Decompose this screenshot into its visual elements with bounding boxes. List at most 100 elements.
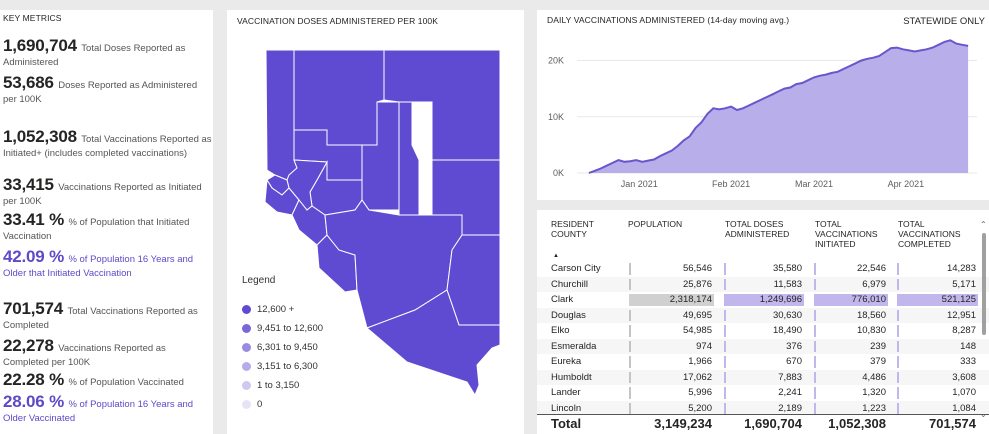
county-eureka[interactable] <box>398 101 420 216</box>
cell-databar <box>897 309 899 321</box>
col-header-county[interactable]: RESIDENT COUNTY <box>551 219 594 239</box>
chart-title: DAILY VACCINATIONS ADMINISTERED (14-day … <box>547 15 789 25</box>
legend-label: 12,600 + <box>257 304 295 315</box>
county-washoe[interactable] <box>265 49 298 181</box>
metric-desc: % of Population Vaccinated <box>68 377 184 388</box>
table-row[interactable]: Humboldt 17,062 7,883 4,486 3,608 <box>537 369 989 385</box>
legend-item: 0 <box>242 395 323 414</box>
metric-desc: Vaccinations Reported as Completed per 1… <box>3 343 166 368</box>
cell-doses: 35,580 <box>772 263 802 274</box>
cell-initiated: 239 <box>870 340 886 352</box>
nevada-county-map[interactable] <box>227 10 524 434</box>
cell-databar <box>897 278 899 290</box>
cell-population: 25,876 <box>682 278 712 290</box>
map-title: VACCINATION DOSES ADMINISTERED PER 100K <box>237 16 439 26</box>
county-clark[interactable] <box>366 289 501 397</box>
cell-completed: 333 <box>960 356 976 367</box>
metric-value: 28.06 % <box>3 392 64 411</box>
county-table-panel: RESIDENT COUNTY POPULATION TOTAL DOSES A… <box>537 210 989 434</box>
metric-value: 33.41 % <box>3 210 64 229</box>
table-row[interactable]: Elko 54,985 18,490 10,830 8,287 <box>537 323 989 339</box>
totals-completed: 701,574 <box>929 416 976 431</box>
cell-databar <box>724 325 726 337</box>
county-lincoln[interactable] <box>446 234 501 326</box>
sort-ascending-icon[interactable]: ▲ <box>553 253 559 259</box>
cell-county: Humboldt <box>551 371 592 383</box>
cell-completed: 521,125 <box>941 294 976 305</box>
cell-population: 5,200 <box>688 402 712 414</box>
metric-desc: Vaccinations Reported as Initiated per 1… <box>3 182 202 207</box>
x-tick-label: Mar 2021 <box>795 179 833 189</box>
cell-county: Eureka <box>551 356 582 367</box>
table-row[interactable]: Churchill 25,876 11,583 6,979 5,171 <box>537 276 989 292</box>
legend-swatch <box>242 400 251 409</box>
y-tick-label: 10K <box>548 112 564 122</box>
x-tick-label: Feb 2021 <box>712 179 750 189</box>
cell-databar <box>724 263 727 275</box>
table-row[interactable]: Lincoln 5,200 2,189 1,223 1,084 <box>537 400 989 414</box>
legend-item: 6,301 to 9,450 <box>242 338 323 357</box>
metric-desc: Total Doses Reported as Administered <box>3 43 186 68</box>
col-header-completed[interactable]: TOTAL VACCINATIONS COMPLETED <box>898 219 961 249</box>
cell-doses: 670 <box>786 356 802 367</box>
col-header-initiated[interactable]: TOTAL VACCINATIONS INITIATED <box>815 219 878 249</box>
daily-vaccinations-chart[interactable]: 0K 10K 20K Jan 2021 Feb 2021 Mar 2021 Apr 2021 <box>537 10 989 200</box>
cell-doses: 2,189 <box>778 402 802 414</box>
cell-population: 2,318,174 <box>669 294 712 305</box>
cell-completed: 1,084 <box>952 402 976 414</box>
legend-label: 1 to 3,150 <box>257 380 300 391</box>
cell-databar <box>629 371 631 383</box>
key-metrics-panel: KEY METRICS 1,690,704 Total Doses Report… <box>0 10 213 434</box>
totals-label: Total <box>551 416 582 431</box>
metric-desc: % of Population 16 Years and Older that … <box>3 254 194 279</box>
county-elko[interactable] <box>383 49 501 161</box>
table-row[interactable]: Eureka 1,966 670 379 333 <box>537 354 989 370</box>
table-scrollbar[interactable]: ⌃ ⌄ <box>980 220 987 420</box>
table-row[interactable]: Lander 5,996 2,241 1,320 1,070 <box>537 385 989 401</box>
cell-doses: 30,630 <box>772 309 802 321</box>
cell-initiated: 22,546 <box>856 263 886 274</box>
y-tick-label: 0K <box>553 168 564 178</box>
table-row[interactable]: Esmeralda 974 376 239 148 <box>537 338 989 354</box>
cell-databar <box>814 356 816 368</box>
cell-databar <box>629 356 631 368</box>
scrollbar-thumb[interactable] <box>982 233 986 335</box>
legend-label: 9,451 to 12,600 <box>257 323 324 334</box>
cell-doses: 376 <box>786 340 802 352</box>
table-row[interactable]: Clark 2,318,174 1,249,696 776,010 521,125 <box>537 292 989 308</box>
cell-databar <box>629 278 631 290</box>
legend-swatch <box>242 305 251 314</box>
metric-value: 22,278 <box>3 336 54 355</box>
table-row[interactable]: Carson City 56,546 35,580 22,546 14,283 <box>537 261 989 277</box>
cell-databar <box>629 387 631 399</box>
cell-initiated: 18,560 <box>856 309 886 321</box>
totals-doses: 1,690,704 <box>744 416 802 431</box>
cell-databar <box>629 325 632 337</box>
cell-county: Clark <box>551 294 574 305</box>
y-tick-label: 20K <box>548 56 564 66</box>
metric-pct-16plus-vaccinated: 28.06 % % of Population 16 Years and Old… <box>3 393 213 425</box>
table-row[interactable]: Douglas 49,695 30,630 18,560 12,951 <box>537 307 989 323</box>
cell-initiated: 10,830 <box>856 325 886 336</box>
cell-county: Esmeralda <box>551 340 597 352</box>
cell-completed: 148 <box>960 340 976 352</box>
cell-databar <box>897 325 899 337</box>
legend-label: 0 <box>257 399 263 410</box>
scroll-up-icon[interactable]: ⌃ <box>980 220 987 229</box>
cell-databar <box>814 340 816 352</box>
cell-databar <box>814 387 816 399</box>
legend-swatch <box>242 362 251 371</box>
series-line[interactable] <box>588 39 969 174</box>
cell-county: Carson City <box>551 263 601 274</box>
metric-total-initiated: 1,052,308 Total Vaccinations Reported as… <box>3 128 213 160</box>
cell-databar <box>724 387 726 399</box>
legend-swatch <box>242 324 251 333</box>
totals-initiated: 1,052,308 <box>828 416 886 431</box>
cell-databar <box>897 356 899 368</box>
cell-databar <box>814 278 816 290</box>
col-header-population[interactable]: POPULATION <box>628 219 683 229</box>
col-header-doses[interactable]: TOTAL DOSES ADMINISTERED <box>725 219 790 239</box>
chart-title-text: DAILY VACCINATIONS ADMINISTERED <box>547 15 705 25</box>
cell-databar <box>629 263 632 275</box>
scroll-down-icon[interactable]: ⌄ <box>980 410 987 419</box>
